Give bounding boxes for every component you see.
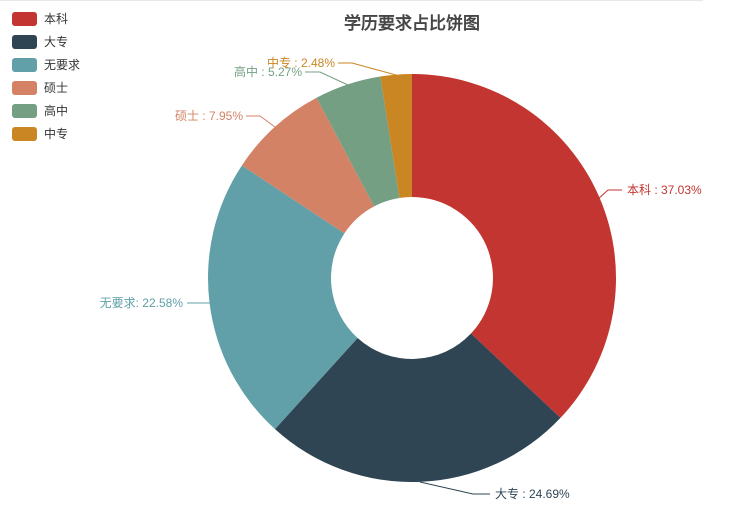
label-line-zhongzhuan [338,62,397,76]
legend-swatch-gaozhong [12,104,37,118]
legend-item-gaozhong[interactable]: 高中 [12,104,80,118]
label-line-dazhuan [419,481,490,495]
legend-item-zhongzhuan[interactable]: 中专 [12,127,80,141]
legend-item-benke[interactable]: 本科 [12,12,80,26]
legend-swatch-zhongzhuan [12,127,37,141]
legend-swatch-wuyaoqiu [12,58,37,72]
legend-label-shuoshi: 硕士 [44,81,69,95]
pie-slice-gaozhong[interactable] [316,76,400,207]
pie-slice-zhongzhuan[interactable] [380,74,412,198]
legend-label-benke: 本科 [44,12,69,26]
legend-label-wuyaoqiu: 无要求 [44,58,81,72]
legend-swatch-dazhuan [12,35,37,49]
pie-slice-wuyaoqiu[interactable] [208,165,358,430]
pie-slice-benke[interactable] [412,74,617,418]
label-line-shuoshi [246,115,276,128]
slice-label-zhongzhuan: 中专 : 2.48% [267,55,335,70]
slice-label-shuoshi: 硕士 : 7.95% [175,109,243,123]
pie-slice-shuoshi[interactable] [241,97,375,234]
legend-label-gaozhong: 高中 [44,104,69,118]
pie-slice-dazhuan[interactable] [274,333,561,483]
top-divider [0,0,703,1]
legend-item-dazhuan[interactable]: 大专 [12,35,80,49]
legend-label-zhongzhuan: 中专 [44,127,69,141]
legend-swatch-shuoshi [12,81,37,95]
legend-item-shuoshi[interactable]: 硕士 [12,81,80,95]
slice-label-gaozhong: 高中 : 5.27% [234,64,302,79]
slice-label-benke: 本科 : 37.03% [627,183,702,197]
legend: 本科 大专 无要求 硕士 高中 中专 [12,12,80,150]
slice-label-wuyaoqiu: 无要求: 22.58% [100,296,184,310]
legend-swatch-benke [12,12,37,26]
label-line-gaozhong [305,71,349,86]
legend-label-dazhuan: 大专 [44,35,69,49]
label-line-benke [596,189,622,201]
slice-label-dazhuan: 大专 : 24.69% [495,486,570,501]
chart-title: 学历要求占比饼图 [344,14,480,33]
legend-item-wuyaoqiu[interactable]: 无要求 [12,58,80,72]
